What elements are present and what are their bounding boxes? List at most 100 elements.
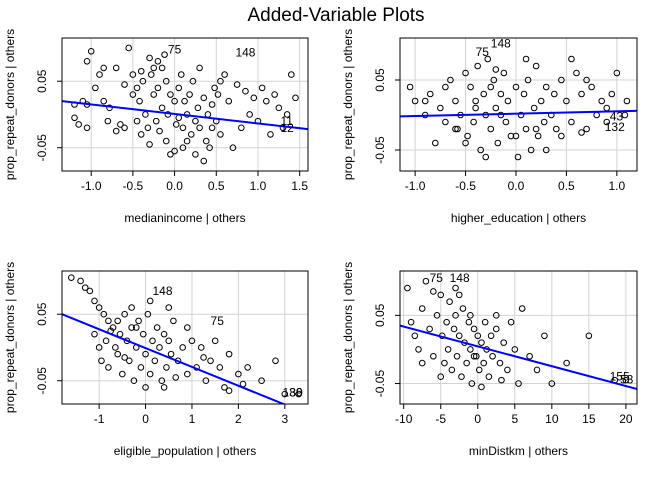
data-point	[603, 104, 611, 112]
data-point	[530, 104, 538, 112]
x-tick-label: 1.0	[608, 179, 625, 193]
data-point	[494, 139, 502, 147]
point-annotation: 80	[289, 386, 303, 400]
point-annotation: 139	[282, 386, 302, 400]
data-point	[128, 304, 135, 311]
data-point	[452, 125, 459, 133]
data-point	[431, 139, 439, 147]
data-point	[444, 346, 452, 353]
data-point	[147, 71, 155, 78]
x-tick-label: 0	[474, 412, 481, 426]
y-axis-label: prop_repeat_donors | others	[341, 29, 355, 180]
data-point	[129, 91, 137, 98]
data-point	[204, 111, 212, 118]
data-point	[167, 350, 175, 358]
data-point	[211, 337, 219, 345]
data-point	[406, 83, 414, 91]
x-tick-label: 3	[281, 412, 288, 426]
data-point	[450, 325, 458, 333]
data-point	[83, 57, 91, 65]
x-tick-label: -1.0	[405, 179, 426, 193]
point-annotation: 43	[610, 109, 624, 123]
data-point	[453, 352, 461, 360]
x-tick-label: 2	[235, 412, 242, 426]
data-point	[470, 118, 477, 126]
data-point	[137, 364, 145, 371]
data-point	[487, 125, 495, 133]
data-point	[512, 132, 520, 140]
data-point	[192, 117, 199, 125]
data-point	[104, 117, 112, 125]
data-point	[77, 277, 84, 285]
data-point	[221, 71, 228, 78]
data-point	[112, 127, 120, 135]
data-point	[233, 81, 241, 88]
data-point	[105, 364, 112, 371]
data-point	[540, 118, 548, 126]
data-point	[418, 305, 426, 312]
data-point	[489, 352, 496, 360]
data-point	[92, 84, 99, 92]
data-point	[551, 90, 558, 98]
data-point	[152, 117, 160, 125]
data-point	[472, 97, 479, 105]
data-point	[237, 124, 245, 132]
data-point	[527, 146, 535, 154]
data-points	[406, 55, 631, 161]
fit-line	[62, 100, 308, 131]
data-point	[244, 364, 251, 371]
x-tick-label: 0.0	[166, 179, 183, 193]
data-point	[146, 54, 153, 62]
data-point	[229, 144, 237, 152]
data-point	[452, 284, 459, 292]
data-point	[170, 317, 177, 325]
data-point	[132, 324, 140, 331]
data-point	[242, 87, 249, 95]
data-point	[81, 284, 89, 291]
fit-line	[400, 109, 637, 118]
data-point	[117, 121, 124, 128]
fit-line-group	[400, 324, 637, 390]
data-point	[459, 305, 467, 312]
data-point	[292, 94, 299, 102]
data-point	[167, 91, 174, 98]
x-tick-label: 0.5	[208, 179, 225, 193]
data-point	[498, 376, 505, 384]
data-point	[156, 127, 163, 135]
data-point	[537, 97, 545, 105]
y-tick-label: 0.05	[373, 303, 387, 327]
data-point	[502, 118, 510, 126]
data-point	[202, 137, 210, 145]
data-point	[136, 97, 143, 105]
data-point	[418, 359, 426, 367]
data-point	[172, 121, 180, 128]
data-point	[463, 359, 470, 367]
data-point	[146, 297, 154, 305]
data-point	[470, 352, 478, 360]
data-point	[225, 350, 233, 358]
x-tick-label: 1	[189, 412, 196, 426]
data-point	[114, 317, 121, 325]
data-point	[181, 97, 188, 105]
data-point	[139, 330, 147, 338]
data-point	[112, 344, 119, 351]
data-point	[514, 153, 522, 161]
data-point	[162, 77, 170, 85]
data-point	[208, 124, 216, 132]
data-point	[443, 318, 450, 326]
data-point	[272, 357, 279, 365]
data-point	[478, 339, 485, 346]
data-point	[211, 84, 218, 92]
y-tick-label: -0.05	[35, 367, 49, 395]
point-annotation: 148	[153, 284, 173, 298]
data-point	[622, 376, 630, 384]
data-point	[154, 84, 162, 92]
data-point	[490, 76, 498, 84]
data-point	[504, 366, 511, 374]
data-point	[250, 94, 258, 102]
data-point	[96, 71, 103, 78]
data-point	[217, 131, 224, 138]
data-point	[524, 76, 532, 84]
